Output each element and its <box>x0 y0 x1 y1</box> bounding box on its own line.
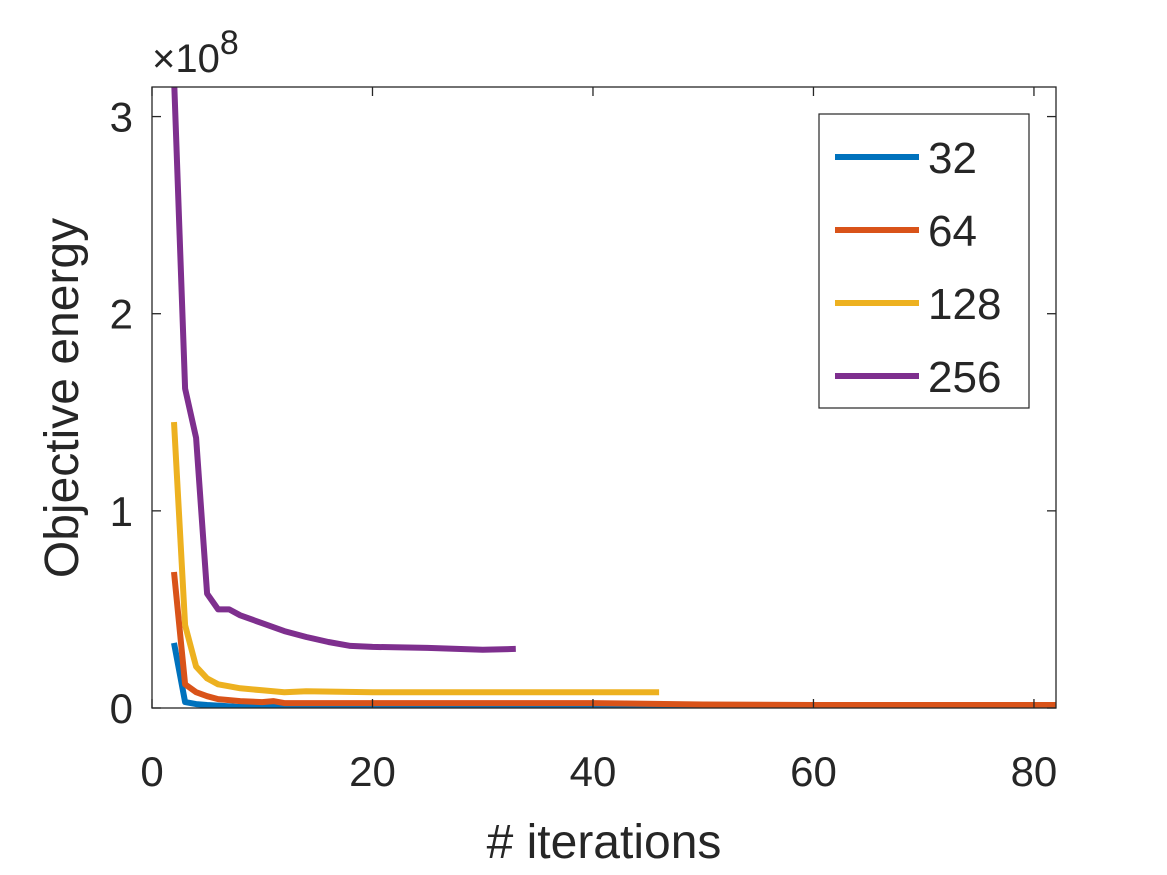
legend-label-256: 256 <box>928 353 1001 402</box>
y-exponent-label: ×108 <box>152 24 239 81</box>
y-axis-label: Objective energy <box>36 218 89 578</box>
y-tick-label: 0 <box>110 685 133 732</box>
x-axis-label: # iterations <box>487 816 722 869</box>
x-tick-label: 60 <box>790 748 837 795</box>
series-line-256 <box>171 87 516 653</box>
x-tick-label: 0 <box>140 748 163 795</box>
y-exponent-base: ×10 <box>152 37 220 81</box>
y-tick-label: 2 <box>110 291 133 338</box>
legend: 32 64 128 256 <box>818 113 1030 409</box>
x-tick-label: 20 <box>349 748 396 795</box>
y-exponent-power: 8 <box>220 24 239 62</box>
legend-label-64: 64 <box>928 207 977 256</box>
x-tick-label: 80 <box>1011 748 1058 795</box>
legend-label-32: 32 <box>928 134 977 183</box>
legend-box <box>818 113 1030 409</box>
y-tick-label: 1 <box>110 488 133 535</box>
series-line-64 <box>171 571 1056 708</box>
axes-box <box>151 86 1057 709</box>
legend-label-128: 128 <box>928 280 1001 329</box>
y-tick-label: 3 <box>110 94 133 141</box>
x-tick-label: 40 <box>570 748 617 795</box>
series-line-128 <box>171 421 660 696</box>
legend-items: 32 64 128 256 <box>835 134 1001 402</box>
tick-layer: 0 20 40 60 80 0 1 2 3 <box>110 87 1058 795</box>
